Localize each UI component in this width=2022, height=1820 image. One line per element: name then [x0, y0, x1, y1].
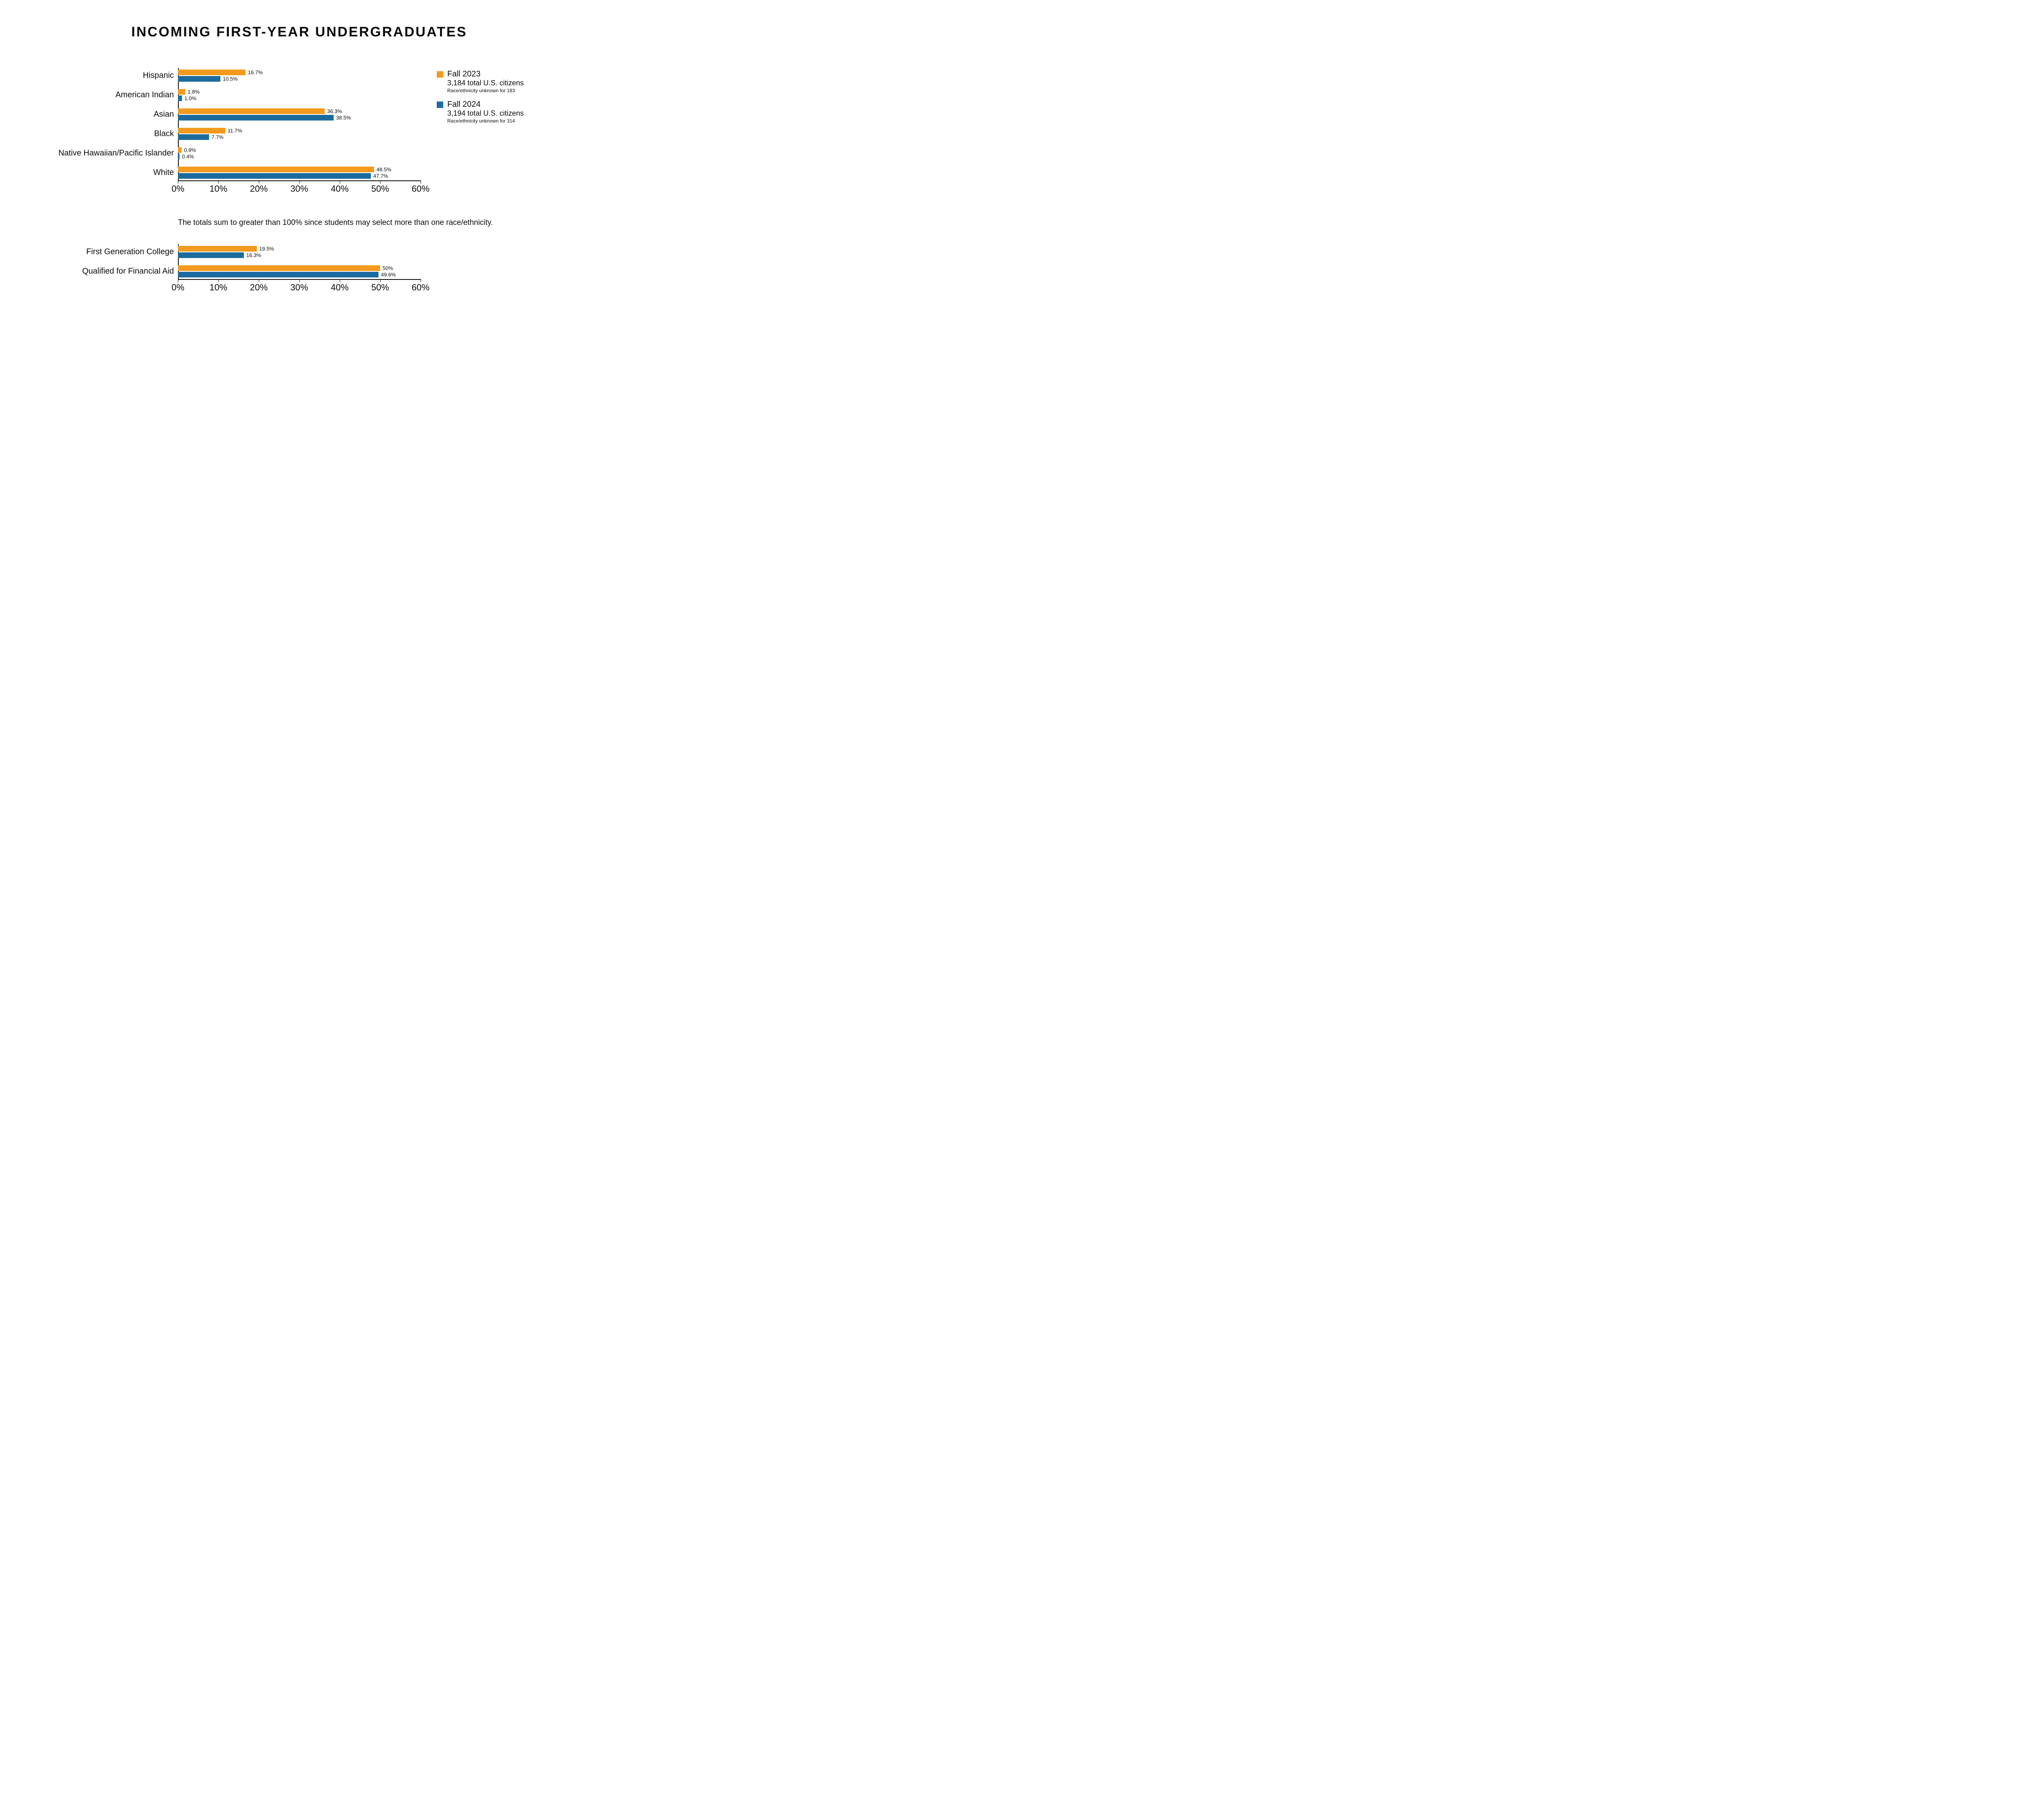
y-axis [178, 68, 179, 180]
x-tick-label: 20% [250, 184, 268, 194]
page-title: INCOMING FIRST-YEAR UNDERGRADUATES [0, 24, 599, 40]
x-tick-label: 50% [371, 282, 389, 293]
x-tick-mark [380, 180, 381, 184]
footnote: The totals sum to greater than 100% sinc… [178, 218, 493, 227]
bar: 49.6% [178, 272, 379, 277]
bar-value-label: 1.0% [184, 96, 197, 101]
bar-value-label: 16.7% [248, 70, 263, 75]
bar-value-label: 11.7% [228, 128, 242, 133]
bar: 0.4% [178, 154, 180, 159]
bar-value-label: 49.6% [381, 272, 396, 277]
bar: 19.5% [178, 246, 257, 252]
bar-value-label: 7.7% [212, 135, 224, 140]
bar-value-label: 36.3% [327, 109, 342, 114]
bar: 0.9% [178, 147, 182, 153]
category-label: First Generation College [86, 248, 174, 257]
x-tick-label: 0% [171, 282, 184, 293]
x-tick-mark [380, 279, 381, 282]
legend-title: Fall 2024 [447, 100, 524, 109]
bar: 10.5% [178, 76, 220, 82]
x-tick-label: 50% [371, 184, 389, 194]
category-label: Native Hawaiian/Pacific Islander [58, 149, 174, 158]
ethnicity-chart: 0%10%20%30%40%50%60%Hispanic16.7%10.5%Am… [178, 68, 421, 185]
bar: 48.5% [178, 167, 374, 172]
x-tick-mark [218, 180, 219, 184]
category-label: American Indian [115, 91, 174, 100]
bar: 50% [178, 265, 380, 271]
bar-value-label: 48.5% [376, 167, 391, 172]
bar-value-label: 50% [383, 266, 393, 271]
bar: 7.7% [178, 134, 209, 140]
bar-value-label: 47.7% [373, 174, 388, 179]
x-tick-label: 10% [209, 282, 227, 293]
x-tick-mark [299, 180, 300, 184]
bar-value-label: 0.4% [182, 154, 194, 159]
legend-text: Fall 2023 3,184 total U.S. citizens Race… [447, 70, 524, 94]
legend-swatch-2023 [437, 71, 443, 78]
financial-chart: 0%10%20%30%40%50%60%First Generation Col… [178, 244, 421, 285]
x-tick-label: 60% [412, 282, 429, 293]
bar-value-label: 16.3% [246, 253, 261, 258]
bar: 36.3% [178, 108, 325, 114]
x-tick-label: 40% [331, 282, 349, 293]
bar-value-label: 1.8% [188, 89, 200, 95]
page: INCOMING FIRST-YEAR UNDERGRADUATES Fall … [0, 0, 599, 336]
legend-subtitle: 3,184 total U.S. citizens [447, 78, 524, 88]
legend-subtitle: 3,194 total U.S. citizens [447, 109, 524, 118]
bar: 16.3% [178, 252, 244, 258]
x-tick-label: 10% [209, 184, 227, 194]
x-tick-label: 0% [171, 184, 184, 194]
x-tick-label: 30% [290, 282, 308, 293]
x-tick-label: 60% [412, 184, 429, 194]
category-label: White [153, 168, 174, 178]
x-tick-mark [299, 279, 300, 282]
x-tick-label: 20% [250, 282, 268, 293]
x-tick-label: 30% [290, 184, 308, 194]
bar: 47.7% [178, 173, 371, 179]
category-label: Qualified for Financial Aid [82, 267, 174, 276]
bar: 11.7% [178, 128, 225, 133]
bar: 1.8% [178, 89, 185, 95]
category-label: Hispanic [143, 71, 174, 80]
legend-text: Fall 2024 3,194 total U.S. citizens Race… [447, 100, 524, 125]
category-label: Black [154, 129, 174, 139]
x-tick-mark [218, 279, 219, 282]
bar-value-label: 19.5% [259, 246, 274, 252]
legend-note: Race/ethnicity unknown for 314 [447, 118, 524, 125]
legend-title: Fall 2023 [447, 70, 524, 78]
bar-value-label: 38.5% [336, 115, 351, 121]
bar: 16.7% [178, 70, 245, 75]
x-tick-label: 40% [331, 184, 349, 194]
bar: 38.5% [178, 115, 334, 121]
bar-value-label: 10.5% [223, 76, 238, 82]
legend-item: Fall 2024 3,194 total U.S. citizens Race… [437, 100, 524, 125]
legend: Fall 2023 3,184 total U.S. citizens Race… [437, 70, 524, 130]
bar: 1.0% [178, 95, 182, 101]
legend-item: Fall 2023 3,184 total U.S. citizens Race… [437, 70, 524, 94]
legend-swatch-2024 [437, 102, 443, 108]
bar-value-label: 0.9% [184, 148, 196, 153]
legend-note: Race/ethnicity unknown for 183 [447, 88, 524, 94]
category-label: Asian [154, 110, 174, 119]
